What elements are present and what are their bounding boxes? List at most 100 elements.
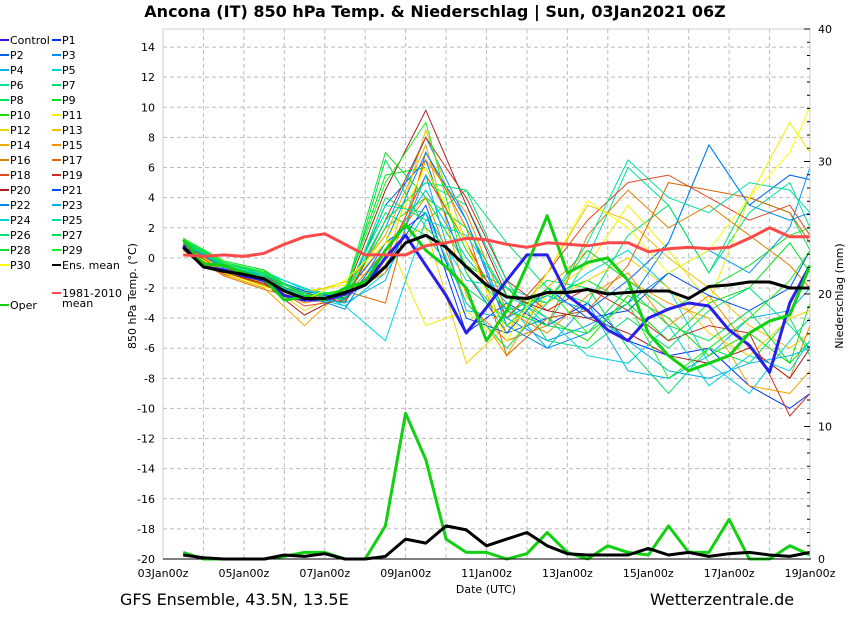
y-tick-label: 6: [148, 162, 155, 175]
legend-item: P7: [52, 79, 76, 92]
y-tick-label: 12: [141, 71, 155, 84]
y-tick-label: -20: [137, 553, 155, 566]
y-tick-label: -8: [144, 372, 155, 385]
x-tick-label: 05Jan00z: [219, 567, 270, 580]
legend-label: P28: [10, 244, 31, 257]
y2-axis-label: Niederschlag (mm): [833, 243, 846, 348]
y-tick-label: 14: [141, 41, 155, 54]
legend-label: P12: [10, 124, 31, 137]
legend-item: P26: [0, 229, 31, 242]
x-tick-label: 07Jan00z: [299, 567, 350, 580]
member-line-p20: [182, 109, 811, 380]
legend: Control P1 P2 P3 P4 P5 P6 P7 P8 P9 P10 P11 P12 P13 P14…: [0, 34, 122, 312]
footer-source: GFS Ensemble, 43.5N, 13.5E: [120, 590, 349, 609]
legend-item: P20: [0, 184, 31, 197]
member-line-p5: [182, 211, 811, 395]
y2-tick-label: 30: [818, 156, 832, 169]
legend-item: P29: [52, 244, 83, 257]
y-tick-label: 4: [148, 192, 155, 205]
y-tick-label: -2: [144, 282, 155, 295]
legend-item: P15: [52, 139, 83, 152]
x-tick-label: 15Jan00z: [623, 567, 674, 580]
legend-label: P22: [10, 199, 31, 212]
legend-label: P29: [62, 244, 83, 257]
legend-label: P1: [62, 34, 76, 47]
x-tick-label: 17Jan00z: [704, 567, 755, 580]
legend-label: P9: [62, 94, 76, 107]
legend-label: P30: [10, 259, 31, 272]
member-line-p30: [182, 107, 811, 342]
footer-brand[interactable]: Wetterzentrale.de: [650, 590, 794, 609]
legend-label: P11: [62, 109, 83, 122]
y-tick-label: 2: [148, 222, 155, 235]
legend-item: P10: [0, 109, 31, 122]
legend-label: P13: [62, 124, 83, 137]
legend-label: Ens. mean: [62, 259, 120, 272]
legend-item: P28: [0, 244, 31, 257]
x-tick-label: 03Jan00z: [138, 567, 189, 580]
y-tick-label: 0: [148, 252, 155, 265]
legend-item: P2: [0, 49, 24, 62]
legend-item: P12: [0, 124, 31, 137]
legend-item: P25: [52, 214, 83, 227]
legend-item: P27: [52, 229, 83, 242]
x-tick-label: 11Jan00z: [461, 567, 512, 580]
legend-item: Oper: [0, 299, 37, 312]
legend-item: P17: [52, 154, 83, 167]
legend-label: P23: [62, 199, 83, 212]
legend-label: P4: [10, 64, 24, 77]
legend-label: P25: [62, 214, 83, 227]
legend-label: P21: [62, 184, 83, 197]
legend-item: P13: [52, 124, 83, 137]
legend-label: 1981-2010: [62, 287, 122, 300]
member-line-p15: [182, 158, 811, 380]
member-line-p25: [182, 159, 811, 349]
legend-label: P19: [62, 169, 83, 182]
legend-label: P16: [10, 154, 31, 167]
legend-item: P14: [0, 139, 31, 152]
precip-series: [182, 411, 811, 561]
x-axis-label: Date (UTC): [456, 583, 516, 596]
legend-item: P30: [0, 259, 31, 272]
member-line-p8: [182, 212, 811, 395]
temp-series: [182, 107, 812, 417]
x-tick-label: 13Jan00z: [542, 567, 593, 580]
legend-item: P4: [0, 64, 24, 77]
legend-item: P3: [52, 49, 76, 62]
legend-item: P23: [52, 199, 83, 212]
x-tick-label: 19Jan00z: [785, 567, 836, 580]
legend-label: P27: [62, 229, 83, 242]
series-line-ens-mean: [182, 233, 810, 300]
series-line-control: [182, 233, 812, 374]
y-axis-label: 850 hPa Temp. (°C): [126, 243, 139, 349]
precip-line-ens-mean: [183, 524, 811, 561]
legend-item: Control: [0, 34, 50, 47]
x-tick-label: 09Jan00z: [380, 567, 431, 580]
legend-item: P5: [52, 64, 76, 77]
member-line-p19: [182, 136, 811, 417]
legend-item: P1: [52, 34, 76, 47]
legend-label: P24: [10, 214, 31, 227]
legend-label: P2: [10, 49, 24, 62]
y-tick-label: 8: [148, 131, 155, 144]
legend-item: P24: [0, 214, 31, 227]
legend-label: Control: [10, 34, 50, 47]
legend-label: P14: [10, 139, 31, 152]
member-line-p14: [182, 143, 811, 394]
y2-tick-label: 10: [818, 421, 832, 434]
legend-item: P22: [0, 199, 31, 212]
legend-label: P15: [62, 139, 83, 152]
y-tick-label: -6: [144, 342, 155, 355]
precip-line-oper: [182, 411, 811, 561]
y-tick-label: 10: [141, 101, 155, 114]
legend-item: P21: [52, 184, 83, 197]
axes: -20-18-16-14-12-10-8-6-4-20246810121403J…: [137, 23, 836, 580]
grid: [163, 29, 810, 559]
legend-item: P18: [0, 169, 31, 182]
legend-item: P11: [52, 109, 83, 122]
chart-title: Ancona (IT) 850 hPa Temp. & Niederschlag…: [144, 2, 725, 22]
series-line-1981-2010-mean: [183, 226, 810, 258]
legend-item: P8: [0, 94, 24, 107]
